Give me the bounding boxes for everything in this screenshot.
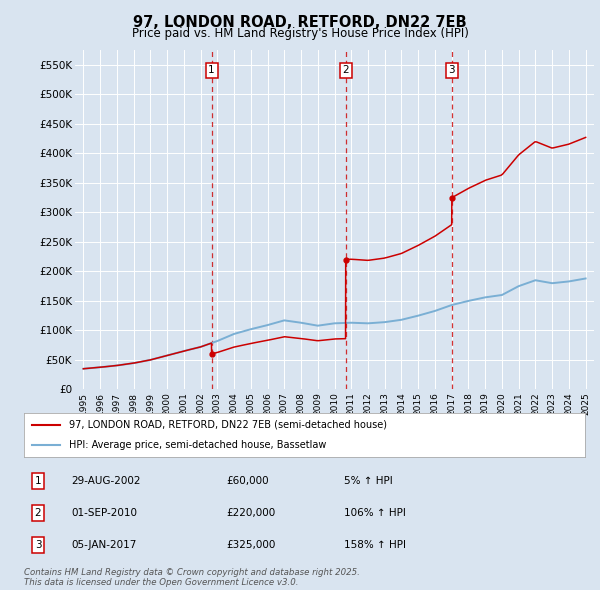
Text: 05-JAN-2017: 05-JAN-2017: [71, 540, 137, 550]
Text: 106% ↑ HPI: 106% ↑ HPI: [344, 509, 406, 518]
Text: 1: 1: [35, 476, 41, 486]
Text: 01-SEP-2010: 01-SEP-2010: [71, 509, 137, 518]
Text: Contains HM Land Registry data © Crown copyright and database right 2025.
This d: Contains HM Land Registry data © Crown c…: [24, 568, 360, 587]
Text: Price paid vs. HM Land Registry's House Price Index (HPI): Price paid vs. HM Land Registry's House …: [131, 27, 469, 40]
Text: 2: 2: [343, 65, 349, 76]
Text: 5% ↑ HPI: 5% ↑ HPI: [344, 476, 392, 486]
Text: £60,000: £60,000: [226, 476, 269, 486]
Text: HPI: Average price, semi-detached house, Bassetlaw: HPI: Average price, semi-detached house,…: [69, 440, 326, 450]
Text: £325,000: £325,000: [226, 540, 275, 550]
Text: 3: 3: [35, 540, 41, 550]
Text: 97, LONDON ROAD, RETFORD, DN22 7EB: 97, LONDON ROAD, RETFORD, DN22 7EB: [133, 15, 467, 30]
Text: 3: 3: [449, 65, 455, 76]
Text: 97, LONDON ROAD, RETFORD, DN22 7EB (semi-detached house): 97, LONDON ROAD, RETFORD, DN22 7EB (semi…: [69, 420, 387, 430]
Text: 1: 1: [208, 65, 215, 76]
Text: 2: 2: [35, 509, 41, 518]
Text: 158% ↑ HPI: 158% ↑ HPI: [344, 540, 406, 550]
Text: £220,000: £220,000: [226, 509, 275, 518]
Text: 29-AUG-2002: 29-AUG-2002: [71, 476, 141, 486]
